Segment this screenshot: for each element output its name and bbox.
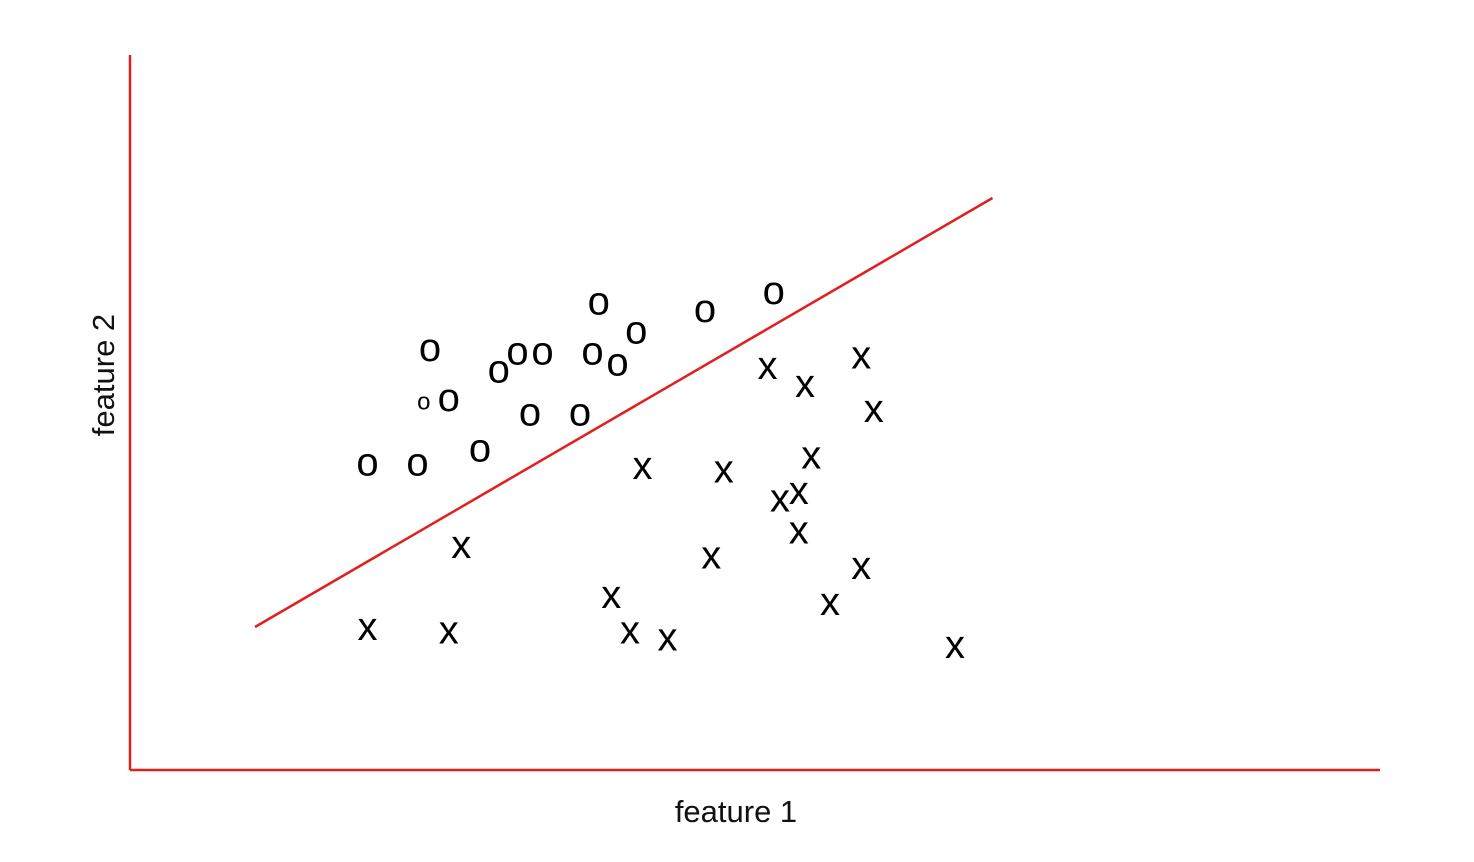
x-marker-11: x (851, 333, 871, 377)
o-marker-11: o (581, 330, 603, 374)
x-marker-13: x (801, 433, 821, 477)
x-marker-10: x (795, 362, 815, 406)
o-marker-13: o (588, 280, 610, 324)
x-marker-5: x (658, 616, 678, 660)
o-marker-15: o (694, 287, 716, 331)
decision-boundary-line (254, 196, 994, 629)
x-marker-3: x (601, 573, 621, 617)
y-axis-label: feature 2 (86, 314, 121, 436)
o-marker-7: o (506, 330, 528, 374)
o-marker-12: o (606, 340, 628, 384)
x-marker-17: x (851, 544, 871, 588)
x-marker-2: x (451, 523, 471, 567)
o-marker-3: o (417, 388, 430, 415)
x-marker-4: x (620, 609, 640, 653)
o-marker-8: o (531, 330, 553, 374)
o-marker-5: o (419, 326, 441, 370)
x-marker-19: x (945, 623, 965, 667)
o-marker-14: o (625, 308, 647, 352)
o-marker-0: o (356, 441, 378, 485)
o-marker-2: o (469, 426, 491, 470)
o-marker-4: o (438, 376, 460, 420)
o-marker-6: o (488, 348, 510, 392)
o-marker-9: o (519, 391, 541, 435)
x-marker-15: x (789, 469, 809, 513)
o-marker-10: o (569, 391, 591, 435)
x-marker-1: x (439, 609, 459, 653)
o-marker-1: o (406, 441, 428, 485)
o-marker-16: o (763, 269, 785, 313)
x-marker-16: x (789, 508, 809, 552)
x-marker-0: x (358, 605, 378, 649)
x-marker-14: x (770, 476, 790, 520)
x-marker-6: x (633, 444, 653, 488)
x-marker-7: x (714, 448, 734, 492)
x-marker-18: x (820, 580, 840, 624)
x-marker-8: x (701, 534, 721, 578)
x-marker-12: x (864, 387, 884, 431)
x-marker-9: x (758, 344, 778, 388)
x-axis-label: feature 1 (675, 794, 797, 829)
